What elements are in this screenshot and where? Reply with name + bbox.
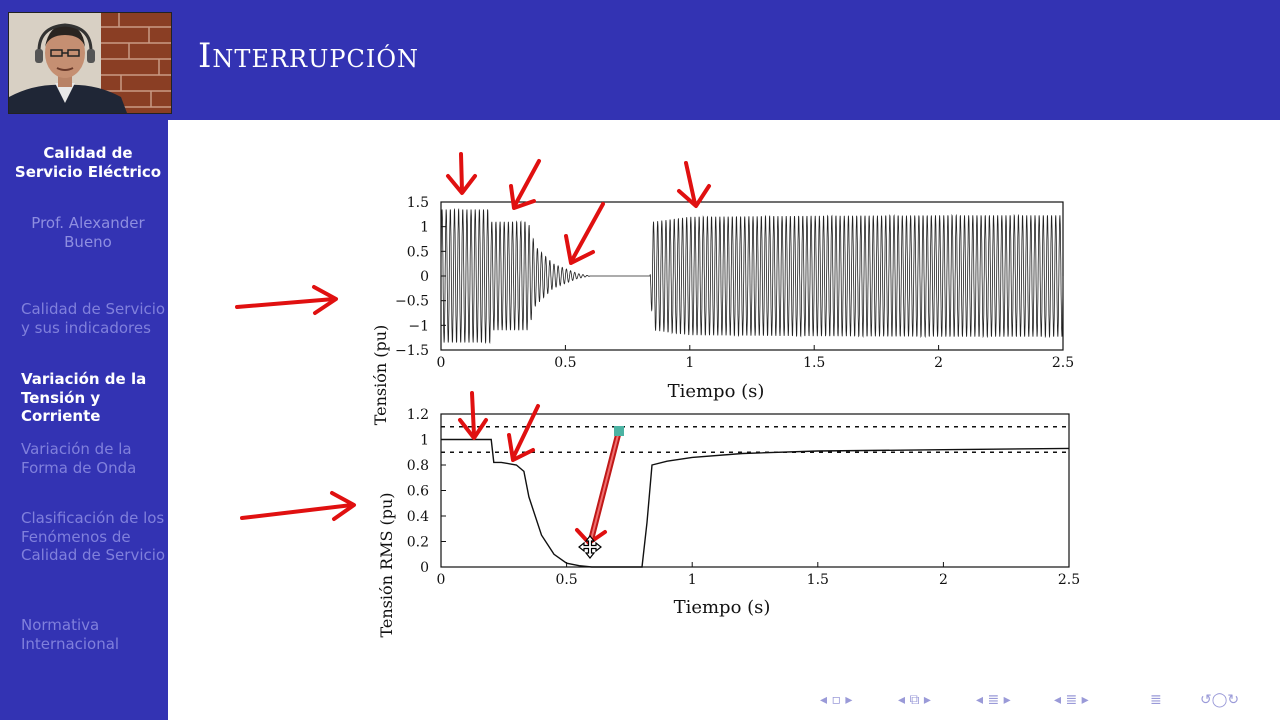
arrow-annotation-top-3	[564, 202, 605, 265]
nav-section-icon[interactable]: ◂ ≣ ▸	[976, 692, 1011, 708]
chart2-ticks: 0 0.5 1 1.5 2 2.5 1.2 1 0.8 0.6 0.4 0.2 0	[407, 407, 1080, 588]
chart2-y-tick-label: 0.4	[407, 509, 429, 525]
arrow-annotation-bottom-1	[458, 391, 488, 440]
beamer-navigation-bar: ◂ ▫ ▸ ◂ ⧉ ▸ ◂ ≣ ▸ ◂ ≣ ▸ ≣ ↺◯↻	[820, 692, 1280, 712]
author-name: Prof. Alexander Bueno	[31, 214, 145, 251]
slide-content: 0 0.5 1 1.5 2 2.5 1.5 1 0.5 0 −0.5 −1 −1.5 Tiempo (s…	[168, 120, 1280, 720]
arrow-annotation-top-2	[509, 159, 541, 210]
presenter-webcam	[8, 12, 172, 114]
arrow-annotation-bottom-2	[507, 404, 540, 462]
chart1-x-axis-label: Tiempo (s)	[668, 381, 765, 402]
chart1-y-tick-label: 1.5	[407, 195, 429, 211]
interruption-figure: 0 0.5 1 1.5 2 2.5 1.5 1 0.5 0 −0.5 −1 −1.5 Tiempo (s…	[235, 152, 1080, 638]
chart1-y-tick-label: −1.5	[395, 343, 429, 359]
voltage-waveform-chart: 0 0.5 1 1.5 2 2.5 1.5 1 0.5 0 −0.5 −1 −1.5 Tiempo (s…	[371, 195, 1074, 425]
header-bar	[0, 0, 1280, 120]
slide-title: Interrupción	[198, 36, 419, 76]
chart1-y-axis-label: Tensión (pu)	[371, 325, 390, 426]
arrow-annotation-left-2	[240, 491, 356, 521]
chart2-y-tick-label: 0.8	[407, 458, 429, 474]
rms-voltage-series	[441, 438, 1070, 568]
chart1-y-tick-label: 0	[420, 269, 429, 285]
sidebar-item-clasificacion[interactable]: Clasificación de los Fenómenos de Calida…	[21, 509, 166, 564]
presenter-video-image	[9, 13, 171, 113]
chart1-ticks: 0 0.5 1 1.5 2 2.5 1.5 1 0.5 0 −0.5 −1 −1.5	[395, 195, 1074, 371]
drawing-arrow-annotation	[575, 426, 624, 546]
chart1-y-tick-label: 1	[420, 220, 429, 236]
chart1-x-tick-label: 2.5	[1052, 355, 1074, 371]
nav-frame-icon[interactable]: ◂ ⧉ ▸	[898, 692, 931, 708]
chart2-y-tick-label: 0.2	[407, 535, 429, 551]
sidebar-item-indicadores[interactable]: Calidad de Servicio y sus indicadores	[21, 300, 166, 337]
sidebar-item-variacion-tension[interactable]: Variación de la Tensión y Corriente	[21, 370, 147, 425]
nav-first-icon[interactable]: ◂ ▫ ▸	[820, 692, 853, 708]
chart2-x-tick-label: 2.5	[1058, 572, 1080, 588]
chart2-y-tick-label: 1.2	[407, 407, 429, 423]
chart1-y-tick-label: 0.5	[407, 244, 429, 260]
chart2-x-tick-label: 2	[939, 572, 948, 588]
arrow-annotation-top-1	[446, 152, 477, 195]
chart1-x-tick-label: 2	[934, 355, 943, 371]
chart1-x-tick-label: 0	[437, 355, 446, 371]
chart2-x-tick-label: 0.5	[555, 572, 577, 588]
course-title: Calidad de Servicio Eléctrico	[14, 144, 162, 181]
annotation-arrows	[235, 152, 711, 521]
rms-voltage-chart: 0 0.5 1 1.5 2 2.5 1.2 1 0.8 0.6 0.4 0.2 0 Tiempo (s)…	[377, 407, 1080, 638]
chart2-x-tick-label: 0	[437, 572, 446, 588]
chart2-x-tick-label: 1.5	[807, 572, 829, 588]
voltage-waveform-line	[440, 207, 1064, 345]
sidebar-item-forma-onda[interactable]: Variación de la Forma de Onda	[21, 440, 137, 477]
chart2-x-tick-label: 1	[688, 572, 697, 588]
voltage-waveform-series	[440, 207, 1064, 345]
chart1-y-tick-label: −1	[408, 318, 429, 334]
rms-threshold-lines	[441, 425, 1069, 454]
chart1-y-tick-label: −0.5	[395, 294, 429, 310]
arrow-annotation-left-1	[235, 285, 338, 315]
drawing-handle-marker[interactable]	[614, 426, 624, 436]
chart2-x-axis-label: Tiempo (s)	[674, 597, 771, 618]
nav-outline-icon[interactable]: ≣	[1150, 692, 1162, 708]
move-cursor-icon	[578, 535, 602, 559]
sidebar: Calidad de Servicio Eléctrico Prof. Alex…	[0, 120, 168, 720]
chart2-y-axis-label: Tensión RMS (pu)	[377, 492, 396, 637]
chart2-frame	[440, 413, 1070, 568]
search-icon[interactable]: ↺◯↻	[1200, 692, 1240, 708]
chart2-y-tick-label: 0.6	[407, 484, 429, 500]
arrow-annotation-top-4	[677, 161, 711, 208]
chart2-y-tick-label: 0	[420, 560, 429, 576]
chart2-y-tick-label: 1	[420, 433, 429, 449]
chart1-x-tick-label: 1.5	[803, 355, 825, 371]
chart1-x-tick-label: 0.5	[554, 355, 576, 371]
nav-subsection-icon[interactable]: ◂ ≣ ▸	[1054, 692, 1089, 708]
sidebar-item-normativa[interactable]: Normativa Internacional	[21, 616, 120, 653]
chart1-x-tick-label: 1	[685, 355, 694, 371]
